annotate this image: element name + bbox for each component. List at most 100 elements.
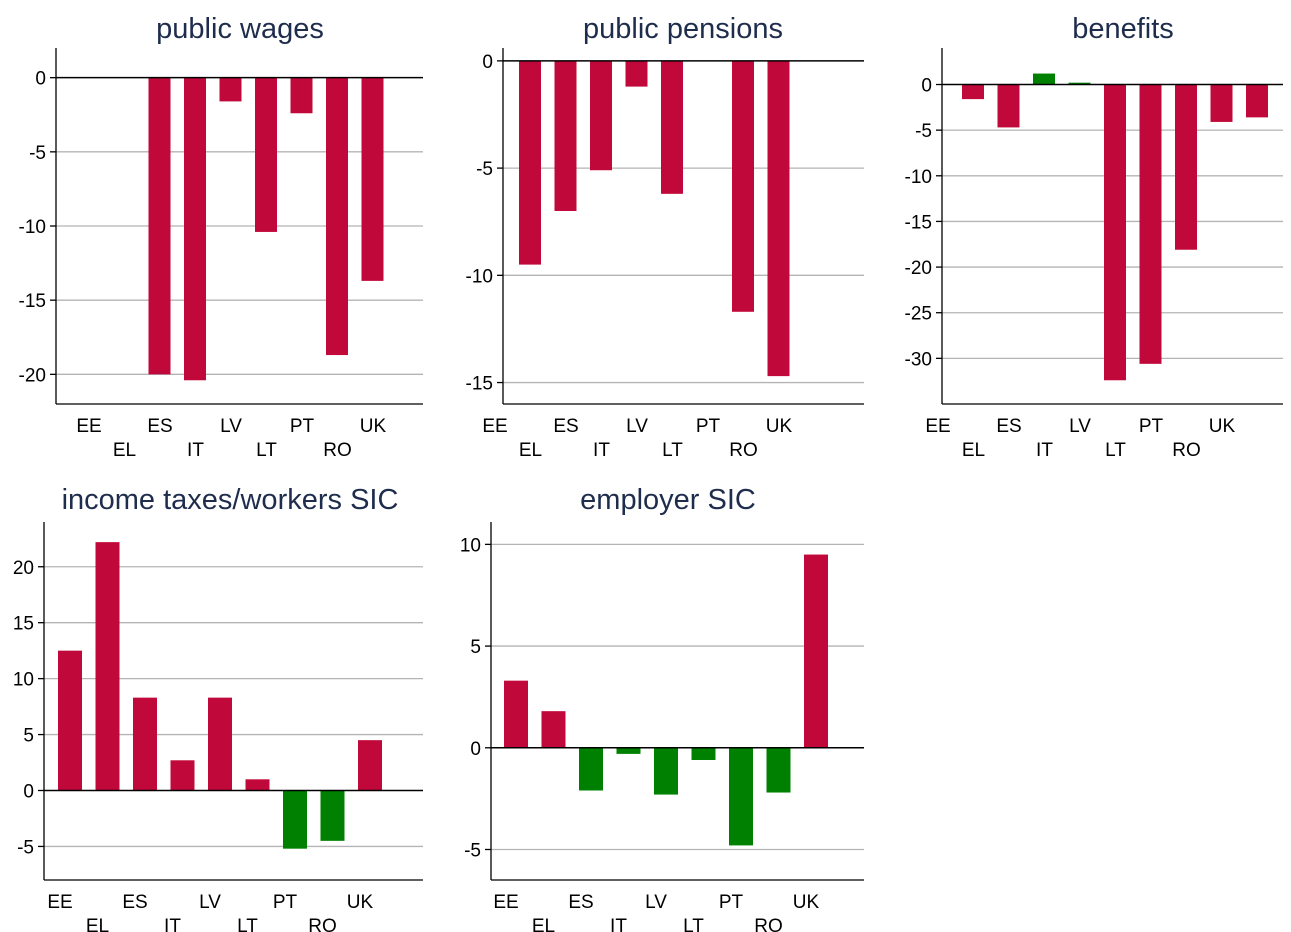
x-tick-label: IT [1036,440,1053,461]
x-tick-label: EE [493,892,518,913]
y-tick-label: -15 [466,374,493,395]
bar-es [579,747,603,791]
bar-ee [519,60,541,265]
bar-ee [504,680,528,748]
x-tick-label: LV [645,892,667,913]
bar-it [625,60,648,87]
bar-pt [1175,84,1197,250]
x-tick-label: UK [347,892,374,913]
bar-lv [255,77,277,232]
y-tick-label: 20 [13,558,34,579]
chart-panel-1: public wages 0 -5 -10 -15 -20 EE EL ES IT LV LT PT RO… [19,13,423,461]
bar-ro [767,60,790,377]
x-tick-label: ES [122,892,147,913]
bar-es [590,60,612,171]
chart-panel-5: employer SIC 10 5 0 -5 EE EL ES IT LV LT PT RO UK [460,484,864,932]
x-tick-label: RO [308,916,337,932]
y-tick-label: -5 [17,837,34,858]
bar-lt [691,747,716,760]
bar-pt [729,747,753,846]
bar-el [997,84,1020,128]
x-tick-label: IT [610,916,627,932]
x-tick-label: UK [360,416,387,437]
x-tick-label: IT [164,916,181,932]
chart-title: public pensions [583,13,783,45]
x-tick-label: RO [754,916,783,932]
chart-panel-3: benefits 0 -5 -10 -15 -20 -25 -30 EE EL ES IT LV LT PT… [905,13,1283,461]
x-tick-label: ES [996,416,1021,437]
bar-es [184,77,206,381]
x-tick-label: ES [568,892,593,913]
x-tick-label: PT [696,416,721,437]
bar-ro [361,77,384,281]
y-tick-label: -30 [905,349,932,370]
bar-es [1033,73,1055,85]
chart-title: benefits [1072,13,1174,45]
x-tick-label: EE [76,416,101,437]
bar-lv [654,747,678,795]
y-tick-label: -10 [905,167,932,188]
y-tick-label: 10 [13,670,34,691]
bar-lv [661,60,683,194]
y-tick-label: 0 [23,782,34,803]
bar-el [541,711,566,748]
bar-pt [283,790,307,849]
y-tick-label: -5 [29,143,46,164]
bar-it [1068,82,1091,85]
y-tick-label: -25 [905,304,932,325]
bar-it [219,77,242,102]
x-tick-label: LV [220,416,242,437]
y-tick-label: 5 [23,726,34,747]
chart-panel-4: income taxes/workers SIC 20 15 10 5 0 -5 EE EL ES… [13,484,423,932]
y-tick-label: -20 [905,258,932,279]
y-tick-label: 10 [460,535,481,556]
y-tick-label: -15 [19,291,46,312]
y-tick-label: 15 [13,614,34,635]
chart-title: employer SIC [580,484,756,516]
bar-uk [804,554,828,748]
x-tick-label: LT [683,916,704,932]
x-tick-label: EE [482,416,507,437]
x-tick-label: PT [273,892,298,913]
bar-ro [320,790,345,841]
x-tick-label: PT [719,892,744,913]
x-tick-label: LT [256,440,277,461]
chart-title: public wages [156,13,324,45]
bar-el [148,77,171,375]
bar-lt [245,779,270,791]
x-tick-label: EE [47,892,72,913]
x-tick-label: UK [1209,416,1236,437]
x-tick-label: LV [1069,416,1091,437]
x-tick-label: LV [199,892,221,913]
x-tick-label: UK [793,892,820,913]
x-tick-label: LV [626,416,648,437]
chart-title: income taxes/workers SIC [62,484,399,516]
y-tick-label: 0 [482,52,493,73]
x-tick-label: IT [593,440,610,461]
bar-it [616,747,641,754]
x-tick-label: EL [962,440,985,461]
y-tick-label: -5 [915,121,932,142]
bar-ro [766,747,791,793]
x-tick-label: EL [113,440,136,461]
y-tick-label: 0 [470,739,481,760]
x-tick-label: EL [532,916,555,932]
bar-lv [1104,84,1126,381]
bar-lv [208,697,232,791]
x-tick-label: LT [1105,440,1126,461]
bar-ee [58,650,82,791]
bar-el [554,60,577,211]
bar-pt [732,60,754,312]
x-tick-label: RO [729,440,758,461]
y-tick-label: -15 [905,212,932,233]
y-tick-label: 0 [35,69,46,90]
bar-it [170,760,195,791]
y-tick-label: 5 [470,637,481,658]
bar-pt [326,77,348,356]
y-tick-label: -5 [464,840,481,861]
x-tick-label: ES [147,416,172,437]
y-tick-label: -10 [466,266,493,287]
x-tick-label: RO [323,440,352,461]
bar-es [133,697,157,791]
